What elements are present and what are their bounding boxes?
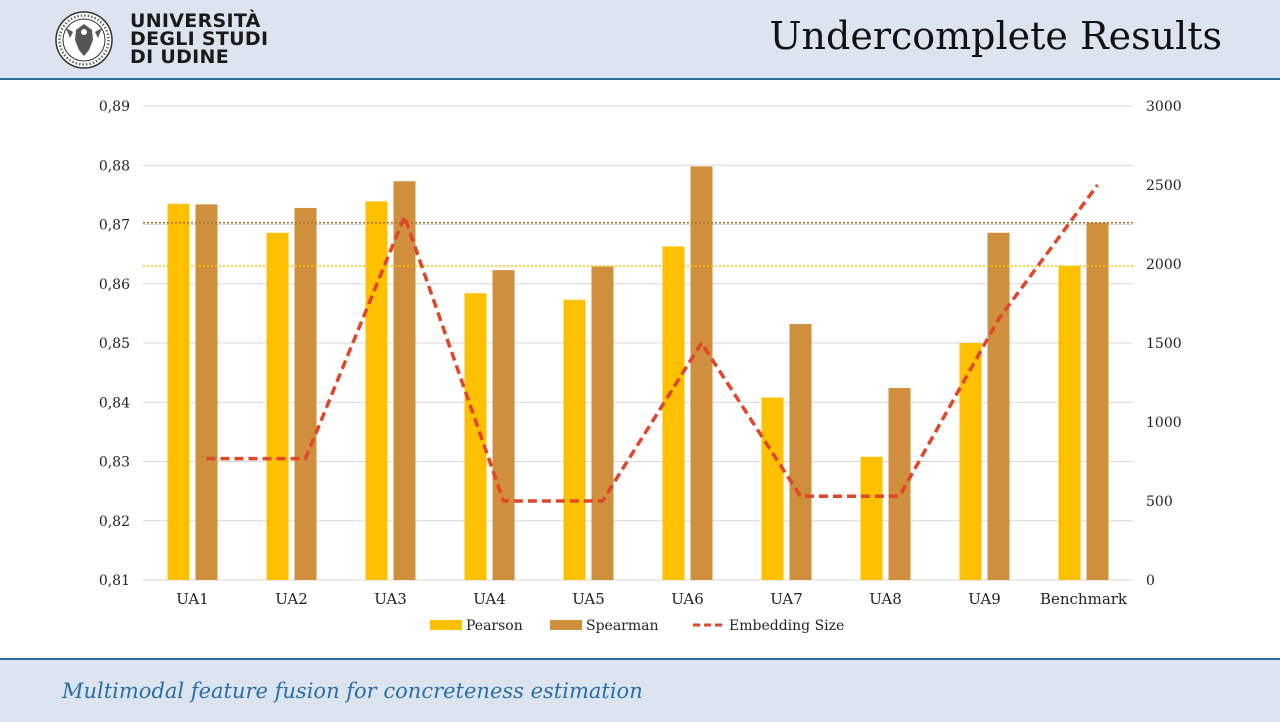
university-seal-icon <box>55 11 113 69</box>
y-left-tick-label: 0,85 <box>99 336 130 352</box>
y-right-tick-label: 2000 <box>1146 257 1182 273</box>
bar-spearman-ua4 <box>492 270 515 580</box>
bar-spearman-ua6 <box>690 166 713 580</box>
y-left-tick-label: 0,89 <box>99 99 130 115</box>
y-right-tick-label: 0 <box>1146 573 1155 589</box>
y-right-tick-label: 1000 <box>1146 415 1182 431</box>
legend-label: Pearson <box>466 618 523 634</box>
university-name-line2: DEGLI STUDI <box>130 28 269 50</box>
legend-label: Spearman <box>586 618 659 634</box>
y-left-tick-label: 0,84 <box>99 395 130 411</box>
page-title: Undercomplete Results <box>769 14 1222 58</box>
x-tick-label: UA1 <box>176 590 209 608</box>
university-logo: UNIVERSITÀ DEGLI STUDI DI UDINE <box>54 8 314 72</box>
bar-spearman-ua7 <box>789 324 812 580</box>
x-tick-label: UA8 <box>869 590 902 608</box>
bar-spearman-ua2 <box>294 207 317 580</box>
y-right-tick-label: 3000 <box>1146 99 1182 115</box>
bar-pearson-ua1 <box>167 203 190 580</box>
y-left-tick-label: 0,83 <box>99 455 130 471</box>
x-tick-label: UA3 <box>374 590 407 608</box>
university-name-line3: DI UDINE <box>130 46 230 68</box>
y-right-tick-label: 500 <box>1146 494 1173 510</box>
x-tick-label: Benchmark <box>1040 590 1128 608</box>
slide-footer: Multimodal feature fusion for concretene… <box>0 658 1280 722</box>
bar-spearman-ua8 <box>888 388 911 580</box>
bar-pearson-ua8 <box>860 456 883 580</box>
x-tick-label: UA5 <box>572 590 605 608</box>
bar-pearson-ua4 <box>464 293 487 580</box>
y-left-tick-label: 0,86 <box>99 277 130 293</box>
x-tick-label: UA6 <box>671 590 704 608</box>
y-left-tick-label: 0,81 <box>99 573 130 589</box>
university-name-line1: UNIVERSITÀ <box>130 10 261 32</box>
x-tick-label: UA7 <box>770 590 803 608</box>
y-right-tick-label: 1500 <box>1146 336 1182 352</box>
results-chart: 0,81 0,82 0,83 0,84 0,85 0,86 0,87 0,88 0,89 0 500… <box>99 99 1182 634</box>
y-right-tick-label: 2500 <box>1146 178 1182 194</box>
slide-header: UNIVERSITÀ DEGLI STUDI DI UDINE Undercom… <box>0 0 1280 80</box>
bar-pearson-ua6 <box>662 246 685 581</box>
bar-spearman-ua1 <box>195 204 218 580</box>
legend-swatch-0 <box>430 620 462 630</box>
bar-spearman-benchmark <box>1086 222 1109 580</box>
x-tick-label: UA4 <box>473 590 506 608</box>
x-tick-label: UA9 <box>968 590 1001 608</box>
legend-swatch-1 <box>550 620 582 630</box>
bar-pearson-ua3 <box>365 201 388 580</box>
x-tick-label: UA2 <box>275 590 308 608</box>
university-name: UNIVERSITÀ DEGLI STUDI DI UDINE <box>130 10 269 68</box>
y-left-tick-label: 0,88 <box>99 158 130 174</box>
bar-spearman-ua3 <box>393 181 416 580</box>
bar-pearson-benchmark <box>1058 265 1081 580</box>
bar-pearson-ua9 <box>959 343 982 580</box>
y-left-tick-label: 0,87 <box>99 218 130 234</box>
bar-spearman-ua9 <box>987 232 1010 581</box>
bar-spearman-ua5 <box>591 266 614 580</box>
bar-pearson-ua7 <box>761 397 784 580</box>
bar-pearson-ua5 <box>563 299 586 580</box>
embedding-size-line <box>206 183 1099 503</box>
legend-label: Embedding Size <box>729 618 844 634</box>
y-left-tick-label: 0,82 <box>99 514 130 530</box>
bar-pearson-ua2 <box>266 232 289 581</box>
presentation-subtitle: Multimodal feature fusion for concretene… <box>62 679 643 703</box>
